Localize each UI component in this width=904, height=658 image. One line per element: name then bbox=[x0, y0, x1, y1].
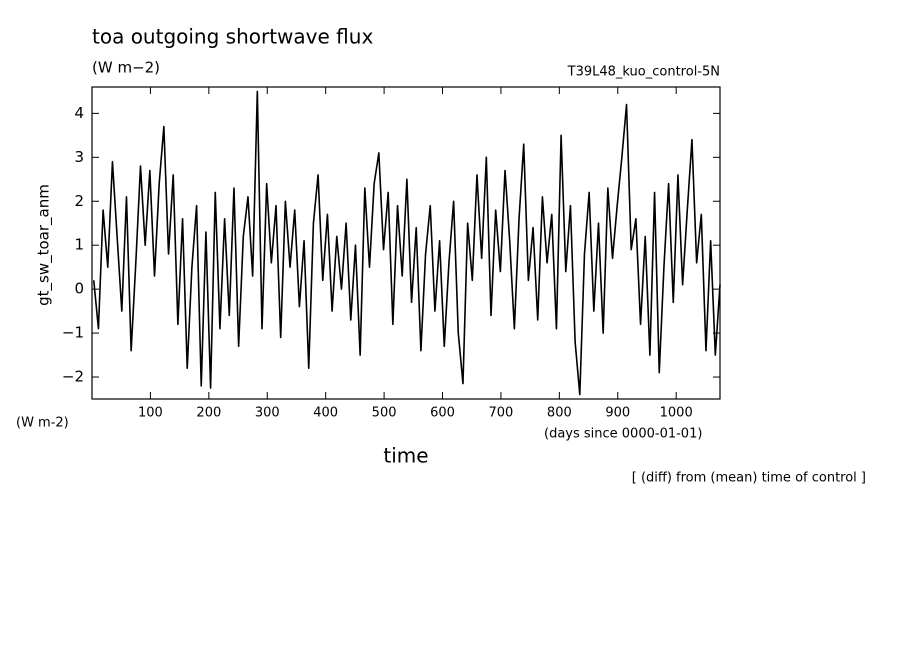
x-tick-label: 400 bbox=[313, 406, 338, 421]
x-tick-label: 500 bbox=[372, 406, 397, 421]
x-tick-label: 900 bbox=[605, 406, 630, 421]
y-units: (W m-2) bbox=[16, 416, 69, 431]
data-line bbox=[92, 90, 721, 396]
y-tick-label: −2 bbox=[62, 368, 84, 386]
y-tick-label: 0 bbox=[74, 280, 84, 298]
x-tick-label: 700 bbox=[489, 406, 514, 421]
note: [ (diff) from (mean) time of control ] bbox=[632, 471, 866, 486]
x-units: (days since 0000-01-01) bbox=[544, 427, 702, 442]
y-tick-label: −1 bbox=[62, 324, 84, 342]
chart-title: toa outgoing shortwave flux bbox=[92, 25, 373, 49]
y-axis-label: gt_sw_toar_anm bbox=[35, 184, 54, 306]
y-tick-label: 4 bbox=[74, 104, 84, 122]
units: (W m−2) bbox=[92, 59, 160, 77]
x-tick-label: 600 bbox=[430, 406, 455, 421]
y-tick-label: 3 bbox=[74, 148, 84, 166]
x-tick-label: 100 bbox=[138, 406, 163, 421]
y-tick-label: 2 bbox=[74, 192, 84, 210]
x-tick-label: 800 bbox=[547, 406, 572, 421]
x-tick-label: 300 bbox=[255, 406, 280, 421]
x-tick-label: 1000 bbox=[660, 406, 693, 421]
plot-frame bbox=[91, 86, 721, 400]
run-label: T39L48_kuo_control-5N bbox=[567, 65, 720, 80]
x-tick-label: 200 bbox=[196, 406, 221, 421]
x-axis-label: time bbox=[383, 444, 428, 468]
y-tick-label: 1 bbox=[74, 236, 84, 254]
